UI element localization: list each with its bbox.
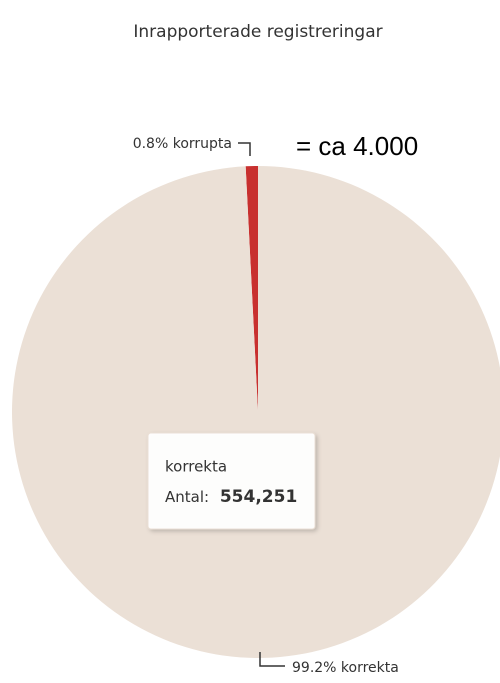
pie (12, 166, 500, 658)
tooltip-box (147, 432, 316, 530)
tooltip-label: Antal: (165, 488, 209, 506)
connector (259, 652, 285, 667)
pie-slice (245, 166, 258, 412)
tooltip: korrekta Antal: 554,251 (147, 432, 316, 530)
slice-label: 99.2% korrekta (292, 660, 399, 676)
annotation: = ca 4.000 (296, 131, 418, 161)
tooltip-category: korrekta (165, 458, 227, 476)
connector (238, 142, 251, 156)
chart-title: Inrapporterade registreringar (133, 22, 382, 42)
slice-label: 0.8% korrupta (133, 136, 232, 152)
tooltip-text: Antal: 554,251 (165, 487, 297, 507)
tooltip-value: 554,251 (220, 487, 297, 507)
pie-slice (12, 166, 500, 658)
